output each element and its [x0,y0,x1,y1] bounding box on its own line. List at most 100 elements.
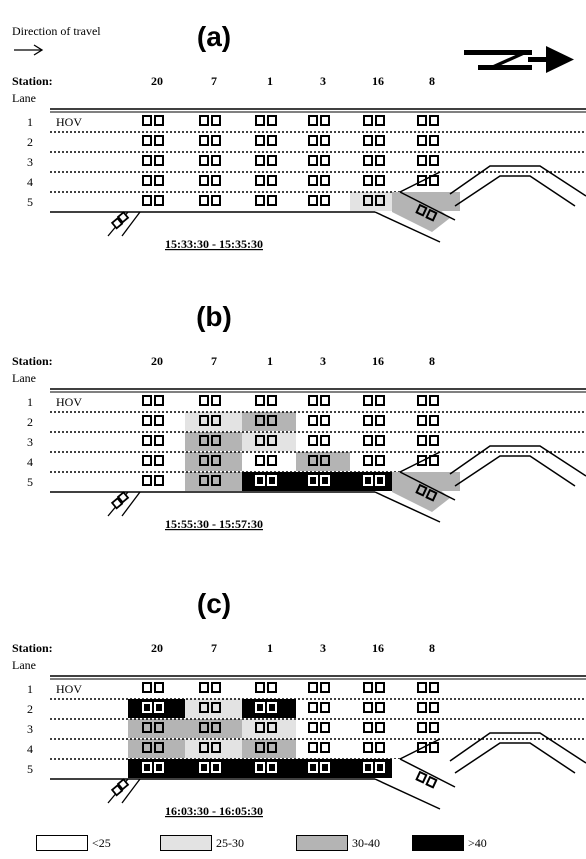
legend-label-gt40: >40 [468,836,487,850]
off-ramp [374,171,456,243]
speed-cell [296,472,350,491]
off-ramp [374,738,456,810]
lane-number: 1 [27,115,33,129]
lane-number: 3 [27,155,33,169]
speed-cell [185,699,242,718]
loop-detector [308,682,330,693]
on-ramp [107,211,141,237]
loop-detector [255,195,277,206]
loop-detector [363,435,385,446]
loop-detector [363,415,385,426]
downstream-roadway [449,445,586,487]
legend-label-30-40: 30-40 [352,836,380,850]
time-interval: 15:55:30 - 15:57:30 [165,517,263,531]
time-interval: 16:03:30 - 16:05:30 [165,804,263,818]
station-label: Station: [12,74,53,88]
loop-detector [363,762,385,773]
legend-swatch-lt25 [36,835,88,851]
loop-detector [199,175,221,186]
station-number: 7 [211,641,217,655]
station-number: 20 [151,354,163,368]
loop-detector [255,702,277,713]
loop-detector [142,195,164,206]
traffic-diagram: (a) Station: 20 7 1 3 16 8 Lane 1 2 3 4 5 HOV 15:33:30 … [12,21,586,818]
lane-number: 2 [27,415,33,429]
hov-label: HOV [56,682,82,696]
loop-detector [308,395,330,406]
loop-detector [417,135,439,146]
panel-a: (a) Station: 20 7 1 3 16 8 Lane 1 2 3 4 5 HOV 15:33:30 … [12,21,586,251]
loop-detector [255,175,277,186]
loop-detector [308,702,330,713]
speed-cell [185,432,242,451]
loop-detector [308,742,330,753]
loop-detector [417,455,439,466]
speed-cell [185,759,242,778]
loop-detector [363,195,385,206]
loop-detector [142,415,164,426]
loop-detector [142,135,164,146]
loop-detector [363,455,385,466]
speed-cell [185,452,242,471]
loop-detector [308,155,330,166]
loop-detector [308,415,330,426]
loop-detector [199,682,221,693]
loop-detector [417,175,439,186]
loop-detector [142,175,164,186]
station-number: 20 [151,641,163,655]
loop-detector [199,475,221,486]
speed-cell [128,759,185,778]
on-ramp [107,778,141,804]
loop-detector [142,702,164,713]
speed-cell [185,412,242,431]
loop-detector [142,395,164,406]
legend-swatch-gt40 [412,835,464,851]
panel-letter: (a) [197,21,231,52]
station-label: Station: [12,641,53,655]
station-number: 1 [267,641,273,655]
station-number: 3 [320,641,326,655]
lane-number: 4 [27,742,33,756]
loop-detector [417,435,439,446]
station-number: 20 [151,74,163,88]
loop-detector [255,435,277,446]
loop-detector [363,135,385,146]
loop-detector [417,742,439,753]
lane-number: 1 [27,682,33,696]
loop-detector [417,415,439,426]
loop-detector [255,475,277,486]
loop-detector [363,175,385,186]
loop-detector [199,722,221,733]
loop-detector [363,742,385,753]
speed-cell [185,472,242,491]
loop-detector [308,195,330,206]
downstream-roadway [449,165,586,207]
lane-label: Lane [12,91,36,105]
loop-detector [199,115,221,126]
speed-cell [185,739,242,758]
speed-cell [185,719,242,738]
speed-cell [128,699,185,718]
station-number: 3 [320,74,326,88]
station-number: 16 [372,354,384,368]
loop-detector [199,742,221,753]
direction-of-travel-label: Direction of travel [12,24,101,38]
loop-detector [142,455,164,466]
loop-detector [142,742,164,753]
loop-detector [199,395,221,406]
loop-detector [308,722,330,733]
loop-detector [308,115,330,126]
station-number: 16 [372,74,384,88]
loop-detector [142,682,164,693]
loop-detector [415,483,438,502]
loop-detector [417,702,439,713]
loop-detector [110,211,130,230]
legend-swatch-30-40 [296,835,348,851]
loop-detector [199,415,221,426]
loop-detector [417,722,439,733]
hov-label: HOV [56,115,82,129]
loop-detector [142,762,164,773]
lane-number: 3 [27,722,33,736]
speed-cell [296,759,350,778]
legend-label-25-30: 25-30 [216,836,244,850]
